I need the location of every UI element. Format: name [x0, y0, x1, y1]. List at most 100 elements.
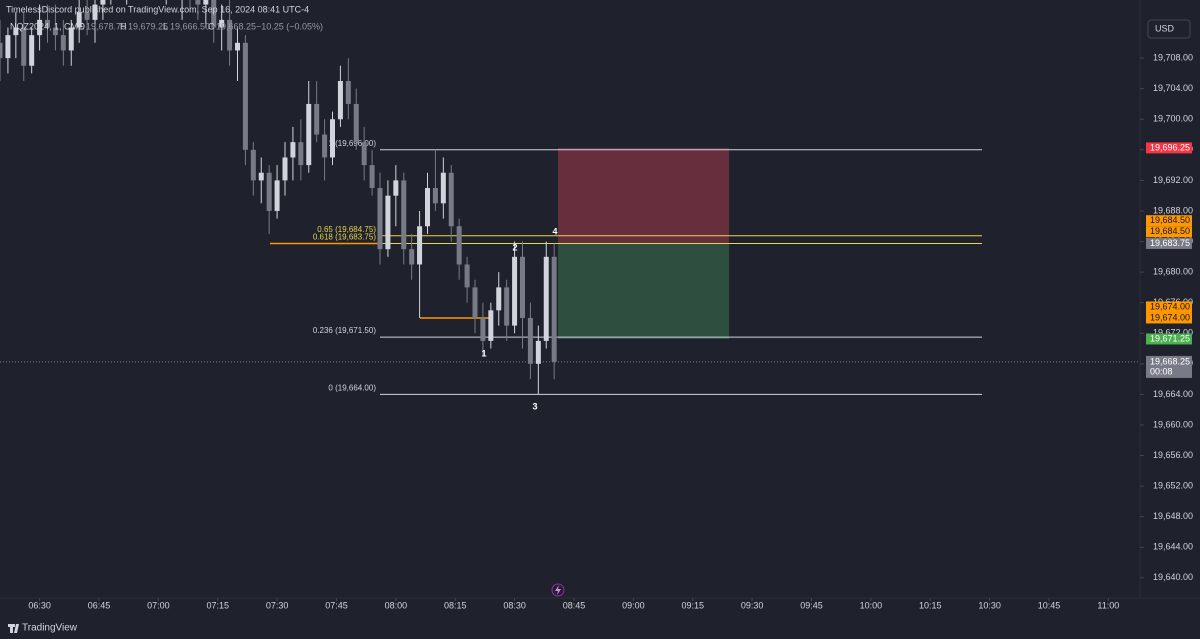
y-tick-label: 19,660.00: [1153, 419, 1193, 429]
x-tick-label: 11:00: [1097, 600, 1119, 610]
price-label: 19,696.25: [1150, 142, 1190, 152]
candle-body: [266, 172, 272, 211]
y-tick-label: 19,704.00: [1153, 83, 1193, 93]
candle-body: [5, 35, 11, 59]
candle-body: [227, 19, 233, 51]
last-price-label: 19,668.25: [1150, 356, 1190, 366]
price-label-box: [1146, 215, 1192, 227]
candle-body: [456, 226, 462, 265]
candle-body: [480, 317, 486, 341]
candle-body: [203, 0, 209, 5]
y-tick-label: 19,680.00: [1153, 266, 1193, 276]
currency: USD: [1155, 23, 1175, 33]
candle-body: [274, 180, 280, 211]
fib-label: 0.618 (19,683.75): [313, 233, 376, 242]
publisher: TimelessDiscord published on TradingView…: [6, 4, 309, 14]
candle-body: [250, 149, 256, 181]
price-label: 19,671.25: [1150, 333, 1190, 343]
candle-body: [353, 103, 359, 143]
candle-body: [496, 287, 502, 311]
change: −10.25 (−0.05%): [256, 21, 323, 31]
x-tick-label: 06:30: [28, 600, 51, 610]
candle-body: [45, 19, 50, 28]
y-tick-label: 19,648.00: [1153, 511, 1193, 521]
candle-body: [52, 27, 58, 36]
candle-body: [520, 256, 525, 318]
candle-body: [551, 256, 557, 362]
price-label-box: [1146, 237, 1192, 249]
y-tick-label: 19,688.00: [1153, 205, 1193, 215]
currency-box[interactable]: [1147, 19, 1191, 39]
wave-label: 2: [512, 242, 517, 252]
footer-bar: [0, 618, 1200, 639]
ohlc-value: 19,678.75: [86, 21, 126, 31]
plot-area: 1 (19,696.00) 0.65 (19,684.75)0.618 (19,6…: [0, 0, 1140, 411]
candle-body: [13, 27, 19, 36]
candle-body: [306, 103, 312, 166]
candle-body: [345, 81, 351, 104]
price-label-box: [1146, 333, 1192, 345]
candle-body: [322, 134, 328, 158]
candle-body: [512, 256, 518, 326]
candle-body: [361, 142, 367, 166]
candle-body: [282, 157, 288, 181]
candle-body: [535, 340, 541, 364]
candle-body: [417, 226, 423, 265]
candle-body: [393, 180, 399, 196]
price-label-box: [1146, 301, 1192, 313]
candle-body: [84, 12, 90, 20]
symbol: NQZ2024, 1, CME: [10, 21, 84, 31]
candle-body: [504, 287, 510, 326]
ohlc-value: 19,666.50: [170, 21, 210, 31]
y-tick-label: 19,708.00: [1153, 52, 1193, 62]
x-tick-label: 08:00: [385, 600, 408, 610]
candle-body: [488, 310, 494, 341]
x-tick-label: 09:15: [681, 600, 704, 610]
candle-body: [385, 195, 391, 250]
x-tick-label: 07:30: [266, 600, 289, 610]
y-tick-label: 19,692.00: [1153, 175, 1193, 185]
x-tick-label: 10:45: [1038, 600, 1061, 610]
x-tick-label: 07:00: [147, 600, 170, 610]
x-tick-label: 10:00: [860, 600, 883, 610]
candle-body: [337, 81, 343, 120]
candle-body: [68, 27, 74, 51]
x-tick-label: 10:30: [978, 600, 1001, 610]
logo: [8, 624, 19, 633]
wave-label: 4: [552, 226, 557, 236]
x-tick-label: 09:00: [622, 600, 645, 610]
candle-body: [60, 35, 66, 51]
candle-body: [0, 42, 3, 59]
candle-body: [29, 35, 35, 66]
x-tick-label: 08:15: [444, 600, 467, 610]
stop-zone: [558, 147, 729, 244]
y-tick-label: 19,672.00: [1153, 328, 1193, 338]
candle-body: [432, 188, 438, 204]
ohlc-value: 19,679.25: [128, 21, 168, 31]
candle-body: [92, 4, 98, 20]
x-tick-label: 08:30: [503, 600, 526, 610]
candle-body: [409, 249, 415, 265]
fib-label: 0.65 (19,684.75): [317, 225, 376, 234]
x-tick-label: 09:45: [800, 600, 823, 610]
candle-body: [290, 142, 296, 158]
ohlc-key: C: [208, 21, 215, 31]
candle-body: [448, 172, 454, 227]
x-tick-label: 09:30: [741, 600, 764, 610]
y-tick-label: 19,640.00: [1153, 572, 1193, 582]
x-tick-label: 07:15: [206, 600, 229, 610]
candle-body: [425, 188, 430, 227]
candle-body: [76, 12, 82, 28]
y-tick-label: 19,664.00: [1153, 389, 1193, 399]
price-label: 19,684.50: [1150, 215, 1190, 225]
price-label: 19,684.50: [1150, 226, 1190, 236]
candle-body: [543, 256, 549, 341]
ohlc-key: H: [120, 21, 127, 31]
candle-body: [195, 0, 201, 5]
candle-body: [464, 264, 470, 288]
candle-body: [219, 19, 225, 28]
candle-body: [211, 0, 217, 28]
ohlc-value: 19,668.25: [216, 21, 256, 31]
lightning-icon: [551, 583, 565, 597]
